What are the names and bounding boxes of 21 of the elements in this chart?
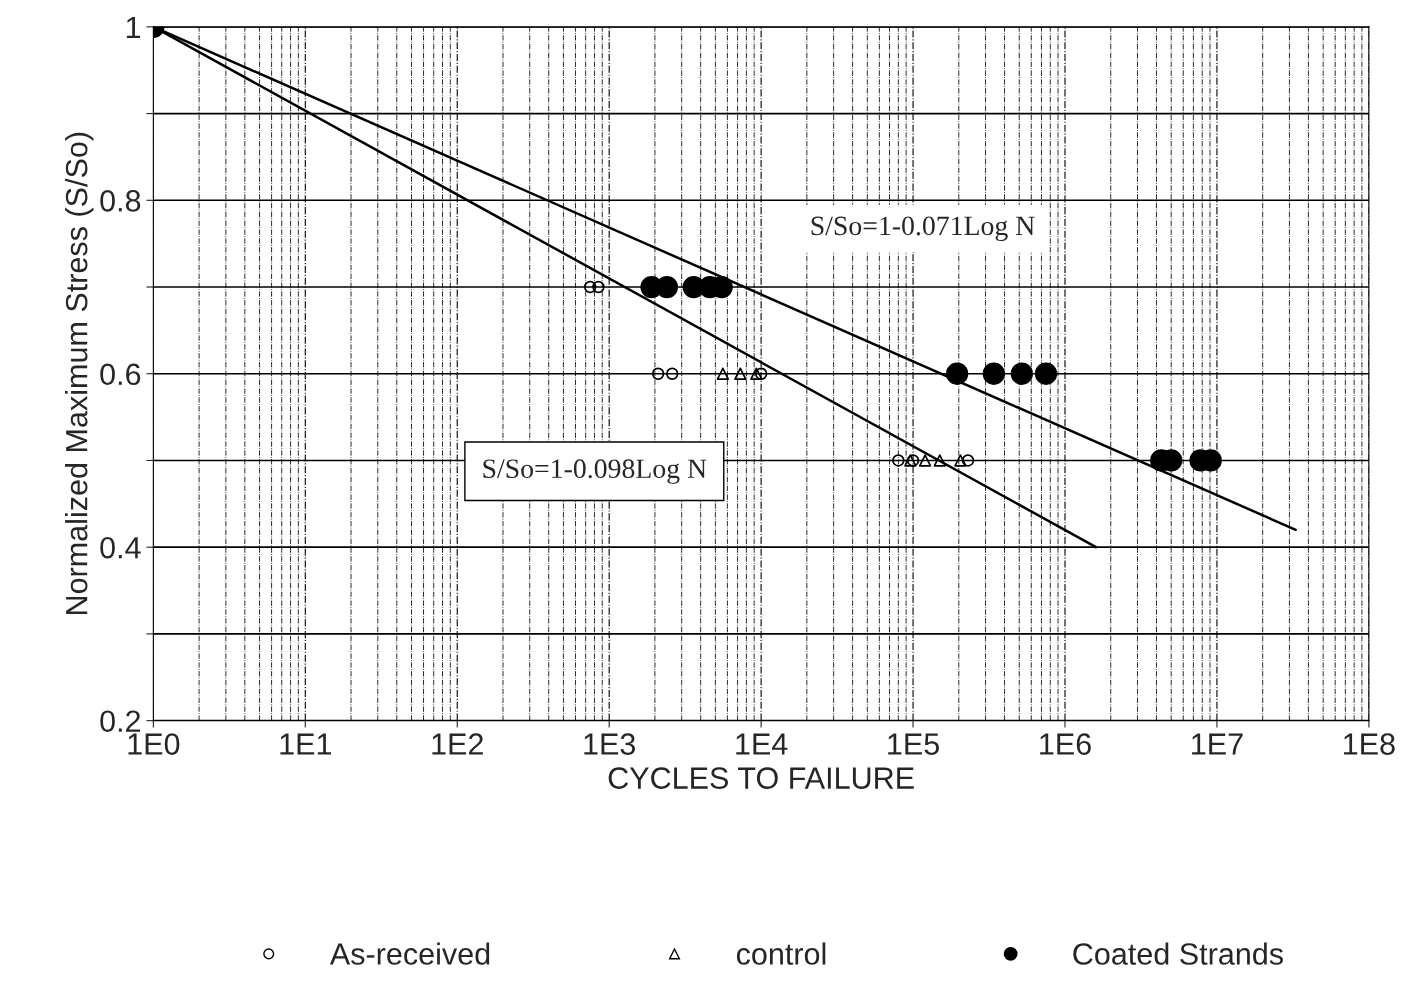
legend-label: As-received: [329, 942, 490, 965]
y-tick-label: 0.2: [100, 710, 141, 733]
x-tick-label: 1E8: [1344, 733, 1395, 755]
y-tick-label: 0.8: [100, 190, 141, 212]
x-tick-label: 1E2: [432, 733, 483, 755]
x-tick-label: 1E6: [1040, 733, 1091, 755]
annotation: S/So=1-0.098Log N: [483, 459, 707, 484]
x-tick-label: 1E4: [736, 733, 788, 755]
y-tick-label: 0.6: [100, 363, 141, 386]
x-tick-label: 1E1: [280, 733, 331, 755]
x-tick-label: 1E3: [584, 733, 636, 755]
y-tick-label: 0.4: [100, 536, 141, 559]
x-tick-label: 1E0: [128, 733, 180, 755]
y-tick-label: 1: [126, 16, 141, 38]
x-axis-title: CYCLES TO FAILURE: [608, 767, 914, 789]
legend-label: Coated Strands: [1073, 942, 1283, 965]
x-tick-label: 1E7: [1192, 733, 1243, 755]
annotation: S/So=1-0.071Log N: [811, 216, 1035, 241]
y-axis-title: Normalized Maximum Stress (S/So): [65, 132, 94, 615]
legend-label: control: [736, 942, 826, 965]
x-tick-label: 1E5: [888, 733, 939, 755]
